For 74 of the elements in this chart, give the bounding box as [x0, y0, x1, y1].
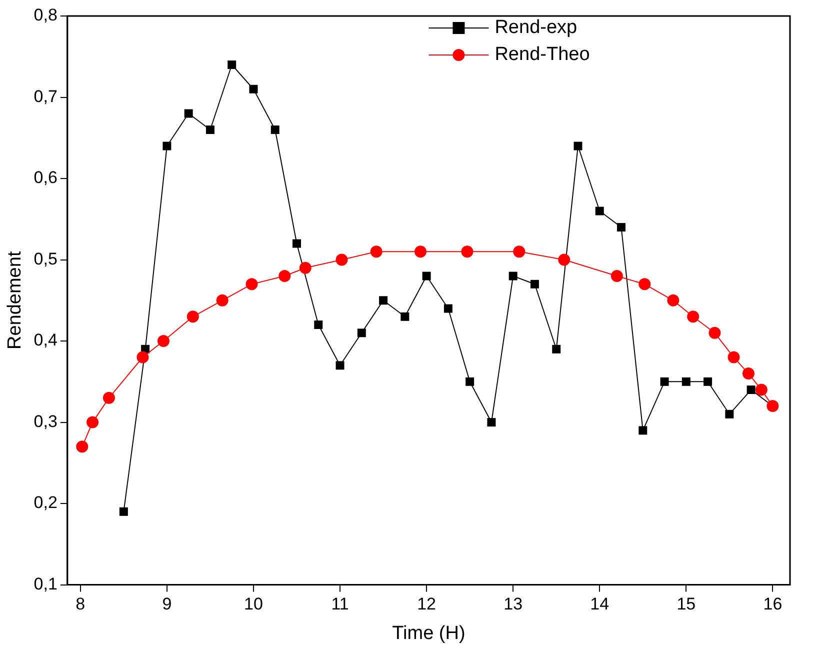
point	[682, 377, 690, 386]
point	[162, 142, 172, 150]
point	[513, 246, 526, 258]
point	[299, 262, 312, 274]
y-tick-label: 0,3	[34, 412, 58, 431]
point	[336, 361, 344, 370]
point	[574, 142, 582, 150]
y-tick-label: 0,5	[34, 249, 58, 268]
y-tick-label: 0,1	[34, 574, 58, 594]
point	[508, 272, 518, 280]
point	[102, 392, 115, 404]
point	[638, 426, 648, 435]
point	[228, 60, 236, 69]
point	[157, 335, 170, 348]
y-tick-label: 0,7	[34, 86, 58, 106]
point	[708, 326, 721, 339]
y-axis-title: Rendement	[4, 250, 26, 350]
point	[667, 294, 680, 306]
x-tick-label: 15	[676, 594, 696, 614]
point	[136, 351, 149, 364]
x-tick-label: 9	[162, 594, 172, 614]
point	[357, 328, 366, 338]
point	[379, 296, 388, 305]
point	[246, 278, 258, 290]
point	[119, 507, 128, 516]
point	[487, 418, 496, 427]
point	[530, 280, 539, 288]
point	[728, 351, 740, 364]
x-tick-label: 13	[504, 594, 523, 614]
x-tick-label: 10	[244, 594, 263, 614]
point	[216, 294, 228, 306]
point	[595, 206, 604, 216]
point	[414, 246, 426, 258]
legend-label: Rend-exp	[494, 17, 578, 38]
y-tick-label: 0,4	[34, 330, 58, 350]
point	[186, 310, 199, 323]
x-tick-label: 16	[763, 594, 782, 614]
point	[552, 344, 561, 354]
x-tick-label: 14	[590, 594, 610, 614]
point	[610, 270, 623, 282]
point	[638, 278, 651, 290]
point	[370, 246, 382, 258]
point	[755, 384, 768, 396]
point	[76, 440, 88, 453]
point	[746, 386, 756, 394]
point	[466, 377, 474, 386]
y-tick-label: 0,8	[34, 6, 58, 25]
point	[336, 254, 348, 266]
point	[660, 377, 669, 386]
point	[86, 416, 99, 428]
legend-label: Rend-Theo	[494, 44, 590, 66]
point	[687, 310, 700, 323]
point	[206, 126, 214, 134]
point	[292, 239, 301, 248]
point	[558, 254, 570, 266]
point	[704, 377, 712, 386]
point	[444, 304, 452, 313]
x-tick-label: 8	[76, 594, 86, 614]
point	[278, 270, 291, 282]
point	[742, 368, 754, 380]
point	[184, 109, 193, 118]
point	[400, 312, 410, 321]
x-tick-label: 12	[417, 594, 436, 614]
x-tick-label: 11	[331, 594, 349, 614]
point	[422, 272, 431, 280]
point	[270, 126, 280, 134]
point	[249, 84, 258, 94]
y-tick-label: 0,6	[34, 168, 58, 188]
point	[725, 410, 734, 418]
y-tick-label: 0,2	[34, 493, 58, 512]
x-axis-title: Time (H)	[392, 622, 466, 644]
point	[314, 320, 323, 330]
point	[461, 246, 474, 258]
point	[617, 223, 626, 232]
